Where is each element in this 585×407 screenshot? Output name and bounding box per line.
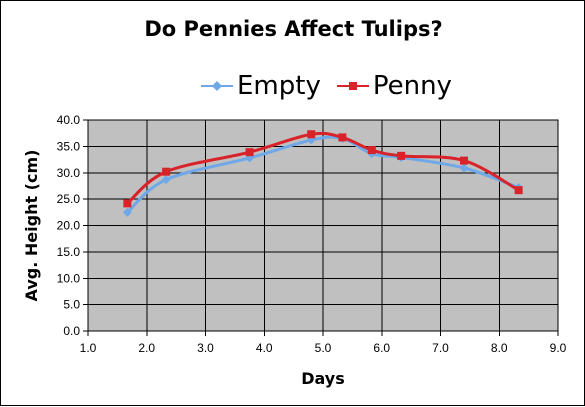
x-tick-label: 2.0 <box>138 341 155 355</box>
legend-item-empty: Empty <box>201 71 321 101</box>
data-point-penny <box>514 186 523 195</box>
legend: Empty Penny <box>201 69 452 103</box>
x-tick-label: 1.0 <box>80 341 97 355</box>
legend-swatch-empty <box>201 81 233 91</box>
axes <box>83 119 559 336</box>
y-tick-label: 40.0 <box>57 113 81 127</box>
x-axis-title: Days <box>301 369 345 388</box>
series-layer <box>122 130 524 217</box>
data-point-empty <box>459 163 469 173</box>
y-tick-label: 20.0 <box>57 219 81 233</box>
y-axis-title: Avg. Height (cm) <box>22 150 41 302</box>
data-point-penny <box>307 130 316 139</box>
y-tick-label: 5.0 <box>63 298 80 312</box>
data-point-penny <box>397 151 406 160</box>
x-tick-label: 3.0 <box>197 341 214 355</box>
data-point-empty <box>122 207 132 217</box>
y-tick-label: 30.0 <box>57 166 81 180</box>
data-point-penny <box>162 167 171 176</box>
legend-swatch-penny <box>336 82 369 90</box>
y-tick-label: 35.0 <box>57 139 81 153</box>
x-tick-label: 9.0 <box>550 341 567 355</box>
chart-title: Do Pennies Affect Tulips? <box>144 17 443 41</box>
y-tick-label: 10.0 <box>57 271 81 285</box>
data-point-penny <box>460 156 468 165</box>
data-point-penny <box>338 133 347 142</box>
legend-label-penny: Penny <box>372 71 452 101</box>
x-tick-label: 5.0 <box>315 341 332 355</box>
x-tick-label: 7.0 <box>432 341 449 355</box>
x-tick-label: 4.0 <box>256 341 273 355</box>
y-tick-label: 15.0 <box>57 245 81 259</box>
legend-item-penny: Penny <box>336 71 452 101</box>
y-tick-label: 0.0 <box>63 324 80 338</box>
tick-labels: 0.0 5.0 10.0 15.0 20.0 25.0 30.0 35.0 40.0 1.0 2.0… <box>57 113 567 355</box>
data-point-penny <box>367 146 376 155</box>
data-point-empty <box>161 175 171 185</box>
y-tick-label: 25.0 <box>57 192 81 206</box>
legend-label-empty: Empty <box>237 71 321 101</box>
x-tick-label: 8.0 <box>491 341 508 355</box>
data-point-penny <box>123 199 132 208</box>
data-point-penny <box>245 148 254 157</box>
x-tick-label: 6.0 <box>373 341 390 355</box>
